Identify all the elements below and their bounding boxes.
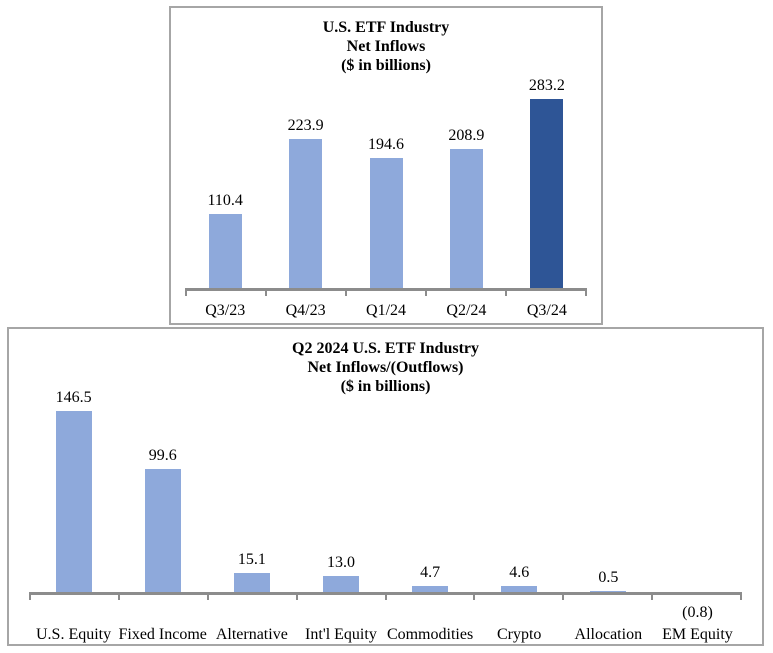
bar bbox=[322, 575, 359, 592]
category-cell: Q1/24 bbox=[346, 296, 426, 326]
category-label: Int'l Equity bbox=[305, 626, 377, 643]
category-cell: Alternative bbox=[207, 600, 296, 653]
category-label: Commodities bbox=[386, 626, 474, 643]
axis-tick bbox=[384, 595, 474, 600]
bar-value-label: 146.5 bbox=[55, 388, 92, 406]
bar-value-label: 4.6 bbox=[509, 564, 530, 582]
bar bbox=[590, 591, 627, 592]
category-cell: Allocation bbox=[564, 600, 653, 653]
bar-value-label: 223.9 bbox=[287, 116, 324, 134]
category-label: Crypto bbox=[496, 626, 542, 643]
bar-value-label: 283.2 bbox=[528, 77, 565, 95]
bottom-chart-title-line2: Net Inflows/(Outflows) bbox=[307, 359, 464, 376]
axis-tick bbox=[425, 291, 505, 296]
category-label: Q2/24 bbox=[446, 302, 487, 319]
category-cell: Fixed Income bbox=[118, 600, 207, 653]
category-label: U.S. Equity bbox=[36, 626, 112, 643]
bar-value-label: 15.1 bbox=[237, 551, 266, 569]
top-chart-title-line1: U.S. ETF Industry bbox=[322, 19, 450, 36]
top-chart-category-axis: Q3/23 Q4/23 Q1/24 Q2/24 Q3/24 bbox=[185, 296, 587, 326]
category-cell: Int'l Equity bbox=[296, 600, 385, 653]
top-chart-title-line3: ($ in billions) bbox=[341, 57, 431, 74]
bar bbox=[449, 148, 483, 288]
bar-value-label: 4.7 bbox=[420, 564, 441, 582]
bottom-chart-title: Q2 2024 U.S. ETF Industry Net Inflows/(O… bbox=[9, 339, 762, 396]
category-label: Q3/24 bbox=[526, 302, 567, 319]
bottom-chart-category-axis: U.S. Equity Fixed Income Alternative Int'l … bbox=[29, 600, 742, 653]
bar bbox=[55, 410, 92, 592]
category-label: Q3/23 bbox=[205, 302, 246, 319]
top-chart-title-line2: Net Inflows bbox=[346, 38, 426, 55]
bar bbox=[233, 573, 270, 592]
bar-column: 99.6 bbox=[118, 387, 207, 592]
axis-tick bbox=[295, 595, 385, 600]
category-cell: (0.8) EM Equity bbox=[653, 600, 742, 653]
category-cell: Q3/24 bbox=[507, 296, 587, 326]
category-cell: Commodities bbox=[386, 600, 475, 653]
bar-column: 13.0 bbox=[296, 387, 385, 592]
bar-value-label: 13.0 bbox=[326, 553, 355, 571]
bottom-chart-plot: 146.5 99.6 15.1 13.0 4.7 4.6 0.5 U.S. Equity Fi… bbox=[29, 387, 742, 653]
category-label: Fixed Income bbox=[118, 626, 207, 643]
bar bbox=[501, 586, 538, 592]
top-chart-title: U.S. ETF Industry Net Inflows ($ in bill… bbox=[171, 18, 601, 75]
bar-column: 194.6 bbox=[346, 74, 426, 288]
bottom-chart-bars-area: 146.5 99.6 15.1 13.0 4.7 4.6 0.5 bbox=[29, 387, 742, 595]
bar-value-label: 110.4 bbox=[207, 192, 243, 210]
category-cell: U.S. Equity bbox=[29, 600, 118, 653]
axis-tick bbox=[29, 595, 118, 600]
axis-tick bbox=[505, 291, 585, 296]
top-chart-panel: U.S. ETF Industry Net Inflows ($ in bill… bbox=[169, 6, 603, 325]
bar-column: 4.7 bbox=[386, 387, 475, 592]
bar-column: 146.5 bbox=[29, 387, 118, 592]
category-label: EM Equity bbox=[662, 626, 733, 643]
bar-column bbox=[653, 387, 742, 592]
top-chart-bars-area: 110.4 223.9 194.6 208.9 283.2 bbox=[185, 74, 587, 291]
bar bbox=[412, 586, 449, 592]
category-cell: Q4/23 bbox=[265, 296, 345, 326]
category-label: Allocation bbox=[574, 626, 643, 643]
bottom-chart-title-line3: ($ in billions) bbox=[340, 378, 431, 395]
top-chart-axis-ticks bbox=[185, 291, 587, 296]
axis-tick bbox=[185, 291, 265, 296]
axis-tick bbox=[117, 595, 207, 600]
axis-tick bbox=[206, 595, 296, 600]
bar-column: 110.4 bbox=[185, 74, 265, 288]
bar-value-label: 0.5 bbox=[598, 569, 619, 587]
bar-column: 283.2 bbox=[507, 74, 587, 288]
category-label: Q1/24 bbox=[366, 302, 407, 319]
category-cell: Q2/24 bbox=[426, 296, 506, 326]
category-cell: Crypto bbox=[475, 600, 564, 653]
axis-tick bbox=[473, 595, 562, 600]
category-cell: Q3/23 bbox=[185, 296, 265, 326]
bar-column: 208.9 bbox=[426, 74, 506, 288]
bar-value-label: 194.6 bbox=[368, 136, 405, 154]
bar bbox=[208, 214, 242, 288]
bar-value-label: (0.8) bbox=[682, 604, 713, 621]
bar bbox=[144, 468, 181, 592]
bar-value-label: 99.6 bbox=[148, 446, 177, 464]
bottom-chart-panel: Q2 2024 U.S. ETF Industry Net Inflows/(O… bbox=[7, 327, 764, 646]
bar-column: 223.9 bbox=[265, 74, 345, 288]
category-label: Alternative bbox=[215, 626, 288, 643]
category-label: Q4/23 bbox=[285, 302, 326, 319]
axis-tick bbox=[345, 291, 425, 296]
bar-column: 15.1 bbox=[207, 387, 296, 592]
bottom-chart-axis-ticks bbox=[29, 595, 742, 600]
bar-value-label: 208.9 bbox=[448, 126, 485, 144]
bar bbox=[369, 158, 403, 288]
axis-tick bbox=[651, 595, 740, 600]
axis-tick bbox=[562, 595, 651, 600]
bottom-chart-title-line1: Q2 2024 U.S. ETF Industry bbox=[292, 340, 479, 357]
bar-column: 0.5 bbox=[564, 387, 653, 592]
bar-column: 4.6 bbox=[475, 387, 564, 592]
bar bbox=[530, 99, 564, 288]
bar bbox=[289, 138, 323, 288]
top-chart-plot: 110.4 223.9 194.6 208.9 283.2 Q3/23 Q4/23 Q1/2… bbox=[185, 74, 587, 326]
axis-tick bbox=[265, 291, 345, 296]
